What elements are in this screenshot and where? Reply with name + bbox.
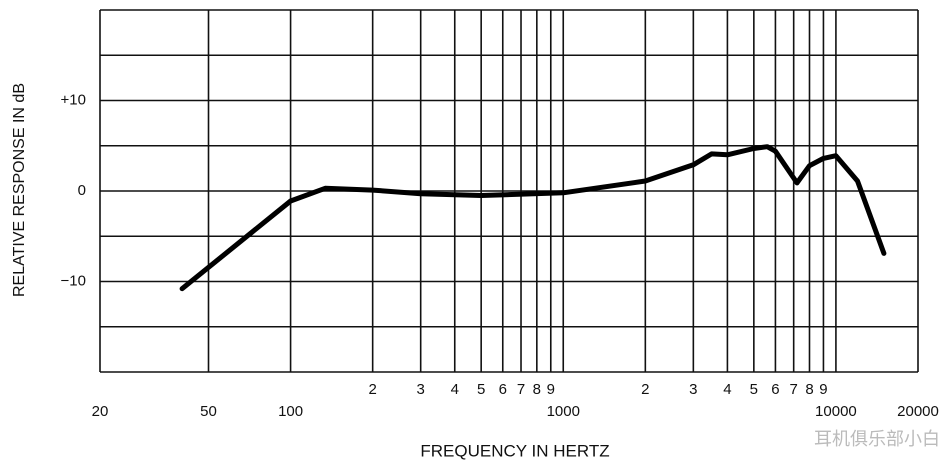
x-tick-label: 5 bbox=[477, 381, 485, 398]
x-tick-label: 7 bbox=[517, 381, 525, 398]
x-tick-label: 50 bbox=[200, 403, 217, 420]
watermark: 耳机俱乐部小白 bbox=[814, 429, 940, 449]
x-tick-label: 2 bbox=[641, 381, 649, 398]
x-tick-label: 9 bbox=[819, 381, 827, 398]
x-tick-label: 20000 bbox=[897, 403, 939, 420]
x-tick-label: 4 bbox=[723, 381, 731, 398]
x-tick-label: 1000 bbox=[547, 403, 580, 420]
x-tick-label: 100 bbox=[278, 403, 303, 420]
x-tick-label: 20 bbox=[92, 403, 109, 420]
y-axis-label: RELATIVE RESPONSE IN dB bbox=[11, 83, 28, 297]
x-tick-label: 6 bbox=[771, 381, 779, 398]
x-tick-label: 3 bbox=[689, 381, 697, 398]
x-tick-label: 7 bbox=[790, 381, 798, 398]
y-tick-label: −10 bbox=[61, 272, 86, 289]
x-tick-label: 10000 bbox=[815, 403, 857, 420]
x-tick-label: 8 bbox=[805, 381, 813, 398]
x-tick-label: 3 bbox=[417, 381, 425, 398]
x-tick-label: 9 bbox=[547, 381, 555, 398]
y-tick-label: 0 bbox=[78, 182, 86, 199]
x-tick-label: 4 bbox=[451, 381, 459, 398]
x-tick-label: 8 bbox=[533, 381, 541, 398]
x-axis-label: FREQUENCY IN HERTZ bbox=[420, 441, 609, 460]
y-tick-label: +10 bbox=[61, 91, 86, 108]
x-tick-label: 5 bbox=[750, 381, 758, 398]
response-curve bbox=[179, 144, 887, 292]
x-tick-label: 6 bbox=[499, 381, 507, 398]
x-tick-label: 2 bbox=[368, 381, 376, 398]
